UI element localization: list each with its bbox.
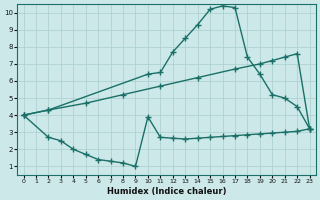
X-axis label: Humidex (Indice chaleur): Humidex (Indice chaleur) xyxy=(107,187,226,196)
